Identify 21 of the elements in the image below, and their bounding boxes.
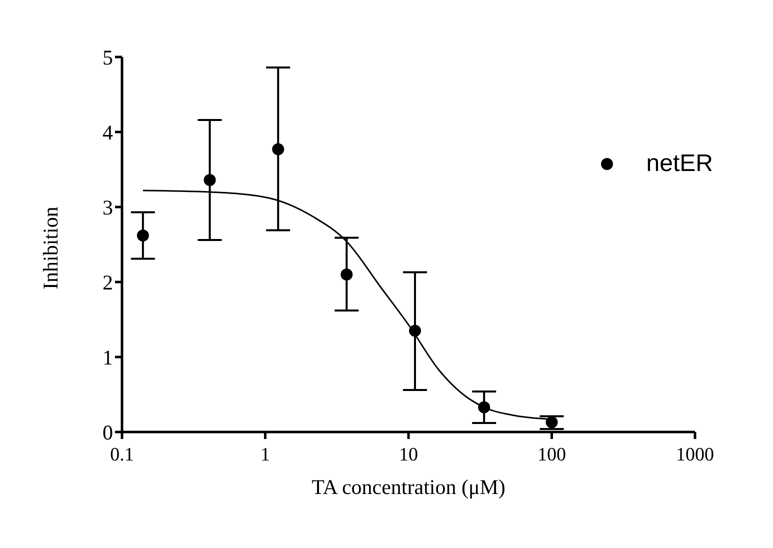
y-axis-title: Inhibition	[38, 206, 62, 290]
point	[340, 268, 353, 280]
point	[204, 174, 216, 186]
point	[272, 143, 284, 156]
y-tick-label: 4	[102, 120, 114, 144]
y-tick-label: 1	[102, 345, 113, 370]
y-tick-label: 0	[102, 420, 113, 444]
point	[136, 230, 149, 242]
x-tick-label: 0.1	[110, 444, 134, 466]
x-tick-label: 1000	[676, 444, 714, 466]
point	[546, 416, 558, 428]
x-tick-label: 10	[399, 444, 418, 466]
x-axis-title: TA concentration (μM)	[312, 475, 506, 499]
y-tick-label: 2	[102, 270, 113, 294]
point	[478, 401, 490, 414]
y-tick-label: 3	[102, 195, 113, 220]
point	[408, 324, 421, 337]
legend-label: netER	[646, 150, 713, 178]
y-tick-label: 5	[102, 45, 113, 70]
x-tick-label: 100	[538, 444, 566, 466]
x-tick-label: 1	[260, 444, 270, 466]
